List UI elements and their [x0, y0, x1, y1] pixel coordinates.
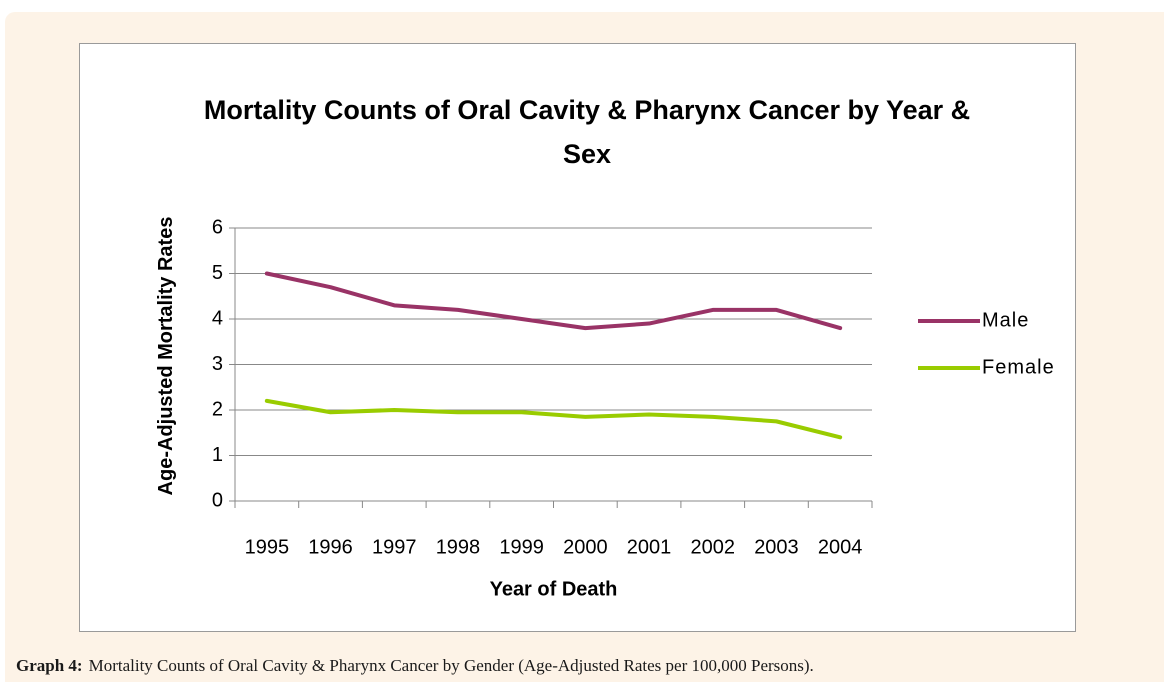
- caption-label: Graph 4:: [16, 656, 83, 675]
- series-line: [264, 398, 843, 440]
- y-axis-title: Age-Adjusted Mortality Rates: [155, 216, 177, 496]
- legend-label: Male: [982, 309, 1029, 331]
- y-tick-label: 1: [212, 444, 223, 466]
- x-tick-label: 2002: [691, 536, 736, 558]
- x-tick-label: 2004: [818, 536, 863, 558]
- x-tick-label: 1997: [372, 536, 417, 558]
- chart-title: Mortality Counts of Oral Cavity & Pharyn…: [203, 95, 971, 169]
- x-tick-label: 2000: [563, 536, 608, 558]
- x-tick-label: 1998: [436, 536, 481, 558]
- x-axis-title: Year of Death: [490, 578, 618, 600]
- legend-label: Female: [982, 356, 1055, 378]
- y-tick-label: 0: [212, 489, 223, 511]
- x-tick-label: 1999: [499, 536, 544, 558]
- y-tick-label: 6: [212, 216, 223, 238]
- y-tick-label: 3: [212, 353, 223, 375]
- y-tick-label: 5: [212, 262, 223, 284]
- caption-text: Mortality Counts of Oral Cavity & Pharyn…: [88, 656, 814, 675]
- x-tick-label: 2001: [627, 536, 672, 558]
- x-tick-label: 1995: [245, 536, 290, 558]
- series-line: [264, 271, 843, 331]
- chart-frame: [79, 43, 1076, 632]
- y-tick-label: 2: [212, 398, 223, 420]
- caption: Graph 4: Mortality Counts of Oral Cavity …: [16, 656, 814, 676]
- y-tick-label: 4: [212, 307, 223, 329]
- x-tick-label: 1996: [308, 536, 353, 558]
- x-tick-label: 2003: [754, 536, 799, 558]
